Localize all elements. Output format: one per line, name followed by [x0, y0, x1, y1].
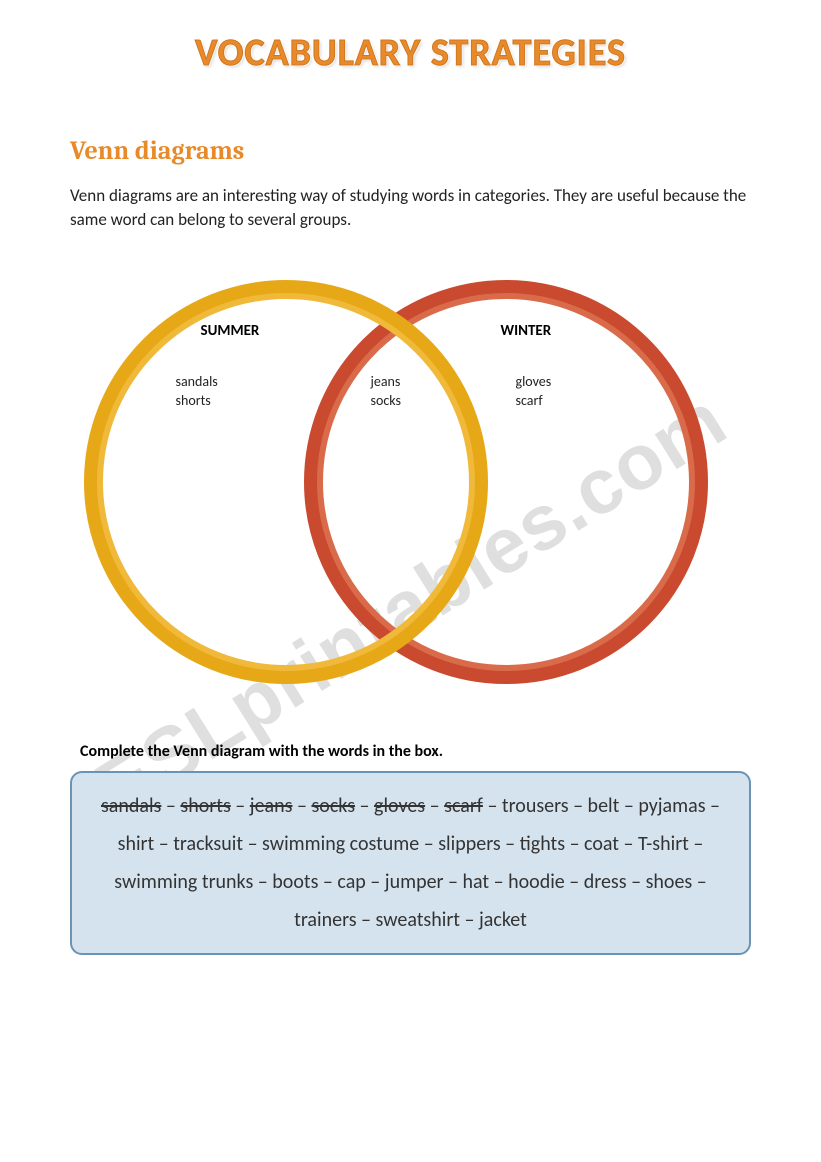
intro-paragraph: Venn diagrams are an interesting way of …	[70, 184, 751, 232]
venn-left-circle	[91, 287, 481, 677]
venn-right-label: WINTER	[501, 322, 552, 340]
venn-right-circle	[311, 287, 701, 677]
venn-svg	[71, 262, 751, 702]
instruction-text: Complete the Venn diagram with the words…	[80, 742, 751, 761]
venn-diagram: SUMMER WINTER sandalsshorts jeanssocks g…	[71, 262, 751, 702]
venn-left-label: SUMMER	[201, 322, 260, 340]
page-container: VOCABULARY STRATEGIES Venn diagrams Venn…	[0, 0, 821, 995]
venn-left-items: sandalsshorts	[176, 372, 218, 411]
section-subtitle: Venn diagrams	[70, 136, 751, 166]
page-title: VOCABULARY STRATEGIES	[70, 30, 751, 76]
venn-left-circle-inner	[100, 296, 472, 668]
word-box: sandals – shorts – jeans – socks – glove…	[70, 771, 751, 955]
venn-right-circle-inner	[320, 296, 692, 668]
venn-overlap-items: jeanssocks	[371, 372, 402, 411]
venn-right-items: glovesscarf	[516, 372, 552, 411]
